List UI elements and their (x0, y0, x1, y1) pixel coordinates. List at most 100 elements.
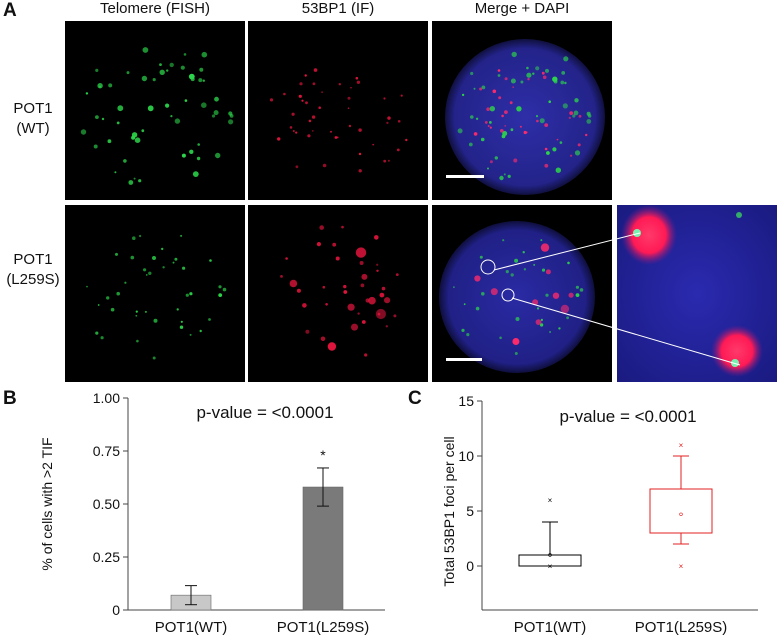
focus-dot (327, 342, 337, 351)
focus-dot (475, 306, 480, 311)
y-tick-label: 1.00 (93, 390, 120, 406)
col-header-merge: Merge + DAPI (474, 0, 570, 17)
focus-dot (387, 116, 391, 120)
focus-dot (215, 152, 221, 159)
focus-dot (498, 96, 502, 100)
focus-dot (305, 101, 308, 105)
focus-dot (180, 65, 185, 70)
focus-dot (183, 53, 187, 56)
focus-dot (457, 128, 463, 134)
focus-dot (141, 75, 148, 82)
focus-dot (567, 261, 570, 265)
focus-dot (311, 130, 314, 132)
focus-dot (355, 247, 367, 258)
focus-dot (520, 80, 524, 84)
focus-dot (166, 69, 169, 72)
focus-dot (541, 71, 545, 75)
focus-dot (384, 297, 391, 304)
scale-bar (446, 175, 484, 178)
mean-marker (548, 553, 552, 557)
focus-dot (489, 126, 492, 129)
focus-dot (211, 114, 216, 118)
image-wt-telomere (65, 21, 245, 200)
focus-dot (86, 285, 88, 288)
panel-a-letter: A (3, 0, 17, 21)
focus-dot (97, 83, 103, 89)
focus-dot (559, 141, 563, 144)
focus-dot (523, 268, 527, 271)
focus-dot (532, 299, 539, 306)
image-l259s-53bp1-svg (280, 225, 399, 357)
focus-dot (184, 99, 188, 102)
focus-dot (181, 153, 186, 158)
x-category-label: POT1(WT) (155, 619, 228, 636)
focus-dot (501, 114, 504, 118)
outlier-marker: × (679, 441, 684, 450)
focus-dot (575, 285, 579, 289)
focus-dot (487, 125, 490, 127)
focus-dot (489, 106, 495, 112)
focus-dot (159, 63, 162, 66)
focus-dot (484, 121, 488, 124)
col-header-53bp1: 53BP1 (IF) (301, 0, 375, 17)
focus-dot (383, 159, 387, 163)
focus-dot (189, 333, 192, 336)
focus-dot (358, 169, 362, 173)
focus-dot (135, 314, 138, 317)
focus-dot (523, 130, 527, 135)
panel-c-letter: C (408, 388, 422, 409)
focus-dot (123, 159, 127, 163)
focus-dot (568, 292, 574, 298)
focus-dot (572, 114, 576, 118)
focus-dot (138, 179, 142, 183)
focus-dot (548, 100, 551, 103)
focus-dot (218, 285, 222, 289)
focus-dot (556, 138, 559, 141)
y-tick-label: 15 (458, 393, 474, 409)
focus-dot (322, 163, 327, 168)
focus-dot (153, 318, 158, 323)
focus-dot (481, 292, 485, 296)
focus-dot (376, 263, 379, 266)
focus-dot (197, 143, 200, 146)
focus-dot (85, 92, 89, 95)
focus-dot (101, 117, 105, 121)
focus-dot (228, 111, 233, 116)
outlier-marker: × (548, 496, 553, 505)
focus-dot (180, 320, 183, 323)
focus-dot (222, 287, 227, 292)
image-zoom-inset (617, 205, 777, 382)
focus-dot (302, 303, 307, 308)
focus-dot (463, 303, 466, 306)
focus-dot (360, 283, 365, 288)
focus-dot (355, 76, 359, 80)
focus-dot (533, 263, 536, 266)
focus-dot (479, 255, 483, 259)
focus-dot (470, 115, 474, 119)
focus-dot (503, 173, 506, 176)
focus-dot (536, 119, 539, 123)
focus-dot (80, 129, 87, 135)
focus-dot (510, 128, 514, 132)
focus-dot (359, 261, 364, 265)
focus-dot (374, 235, 379, 240)
focus-dot (516, 106, 522, 112)
focus-dot (269, 98, 274, 102)
focus-dot (393, 314, 397, 318)
focus-dot (110, 307, 115, 312)
focus-dot (358, 128, 362, 132)
focus-dot (569, 111, 574, 115)
focus-dot (192, 171, 199, 178)
focus-dot (135, 310, 138, 313)
focus-dot (453, 286, 455, 289)
focus-dot (131, 132, 138, 138)
focus-dot (527, 78, 530, 81)
image-wt-merge (432, 21, 612, 200)
focus-dot (174, 118, 181, 124)
focus-dot (364, 353, 368, 357)
row-label-wt-line1: POT1 (13, 100, 53, 117)
focus-dot (487, 167, 489, 170)
image-wt-telomere-svg (80, 47, 234, 185)
panel-b-letter: B (3, 388, 17, 409)
